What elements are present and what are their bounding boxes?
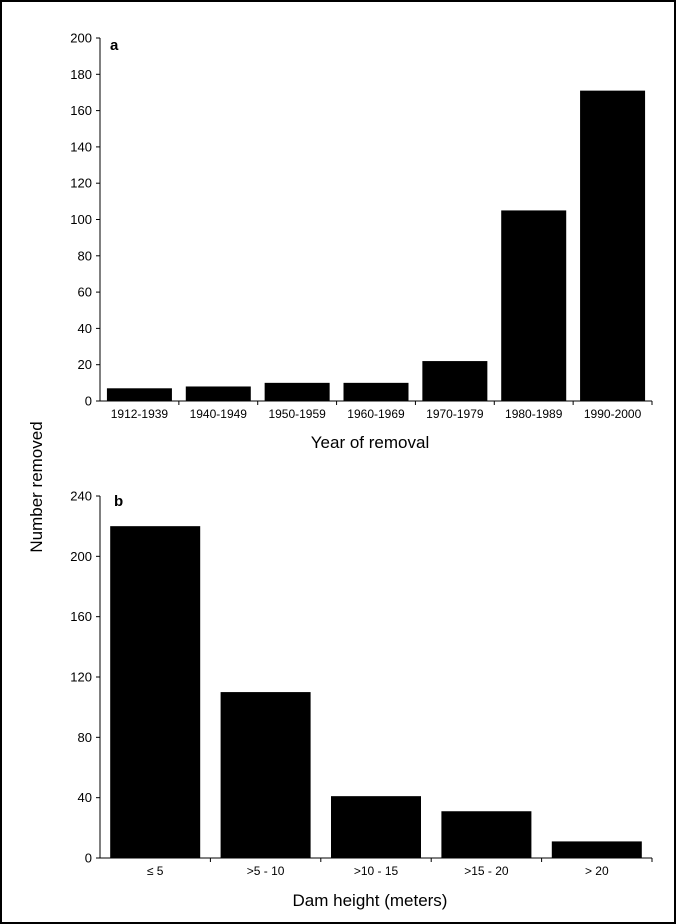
panel-b-bar bbox=[331, 796, 421, 858]
panel-a-bar bbox=[422, 361, 488, 401]
panel-a-bar bbox=[501, 210, 567, 401]
panel-b-category-label: >5 - 10 bbox=[247, 864, 285, 878]
panel-a-category-label: 1950-1959 bbox=[268, 407, 326, 421]
panel-a-y-tick-label: 200 bbox=[70, 31, 92, 46]
panel-b-y-tick-label: 200 bbox=[70, 549, 92, 564]
panel-b-category-label: >15 - 20 bbox=[464, 864, 509, 878]
panel-a-category-label: 1912-1939 bbox=[111, 407, 169, 421]
chart-panel-b: b Dam height (meters) 0 40 80 120 160 200 240 ≤… bbox=[70, 489, 653, 910]
panel-b-y-tick-label: 240 bbox=[70, 489, 92, 504]
panel-b-y-tick-label: 0 bbox=[85, 851, 92, 866]
panel-b-y-tick-label: 80 bbox=[78, 730, 92, 745]
panel-a-category-label: 1970-1979 bbox=[426, 407, 484, 421]
panel-b-letter: b bbox=[114, 493, 123, 510]
panel-a-y-tick-label: 180 bbox=[70, 67, 92, 82]
panel-b-x-axis-title: Dam height (meters) bbox=[293, 891, 448, 910]
panel-b-category-label: >10 - 15 bbox=[354, 864, 399, 878]
panel-a-y-tick-label: 80 bbox=[78, 248, 92, 263]
panel-a-x-axis-title: Year of removal bbox=[311, 433, 429, 452]
panel-a-category-label: 1940-1949 bbox=[190, 407, 248, 421]
panel-a-bar bbox=[264, 382, 330, 401]
panel-a-bar bbox=[343, 382, 409, 401]
panel-a-category-label: 1990-2000 bbox=[584, 407, 642, 421]
panel-a-y-tick-label: 20 bbox=[78, 357, 92, 372]
panel-a-y-tick-label: 0 bbox=[85, 394, 92, 409]
panel-b-bar bbox=[551, 841, 642, 858]
panel-a-y-tick-label: 40 bbox=[78, 321, 92, 336]
panel-b-bar bbox=[441, 811, 532, 858]
panel-b-y-tick-label: 120 bbox=[70, 670, 92, 685]
panel-a-y-tick-label: 120 bbox=[70, 176, 92, 191]
panel-a-bar bbox=[106, 388, 172, 401]
panel-a-bar bbox=[580, 90, 646, 401]
panel-a-category-label: 1960-1969 bbox=[347, 407, 405, 421]
panel-a-bar bbox=[185, 386, 251, 401]
panel-b-bar bbox=[220, 692, 311, 858]
panel-a-y-tick-label: 140 bbox=[70, 139, 92, 154]
panel-a-y-tick-label: 60 bbox=[78, 285, 92, 300]
panel-b-y-tick-label: 40 bbox=[78, 790, 92, 805]
chart-panel-a: a Year of removal 0 20 40 60 80 100 120 140 160 1… bbox=[70, 31, 653, 452]
panel-a-y-tick-label: 100 bbox=[70, 212, 92, 227]
y-axis-title: Number removed bbox=[27, 421, 46, 552]
panel-b-bar bbox=[110, 526, 201, 858]
panel-b-y-tick-label: 160 bbox=[70, 609, 92, 624]
panel-b-category-label: > 20 bbox=[585, 864, 609, 878]
panel-a-letter: a bbox=[110, 37, 119, 54]
panel-a-category-label: 1980-1989 bbox=[505, 407, 563, 421]
panel-b-category-label: ≤ 5 bbox=[147, 864, 164, 878]
panel-a-y-tick-label: 160 bbox=[70, 103, 92, 118]
